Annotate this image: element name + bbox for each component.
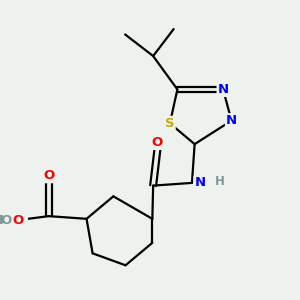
Text: O: O: [152, 136, 163, 149]
Text: N: N: [226, 114, 237, 127]
Text: O: O: [43, 169, 55, 182]
Text: N: N: [194, 176, 206, 189]
Text: H: H: [215, 175, 225, 188]
Text: N: N: [218, 83, 229, 96]
Text: H: H: [0, 214, 4, 227]
Text: O: O: [13, 214, 24, 227]
Text: S: S: [165, 117, 175, 130]
Text: HO: HO: [0, 214, 13, 227]
